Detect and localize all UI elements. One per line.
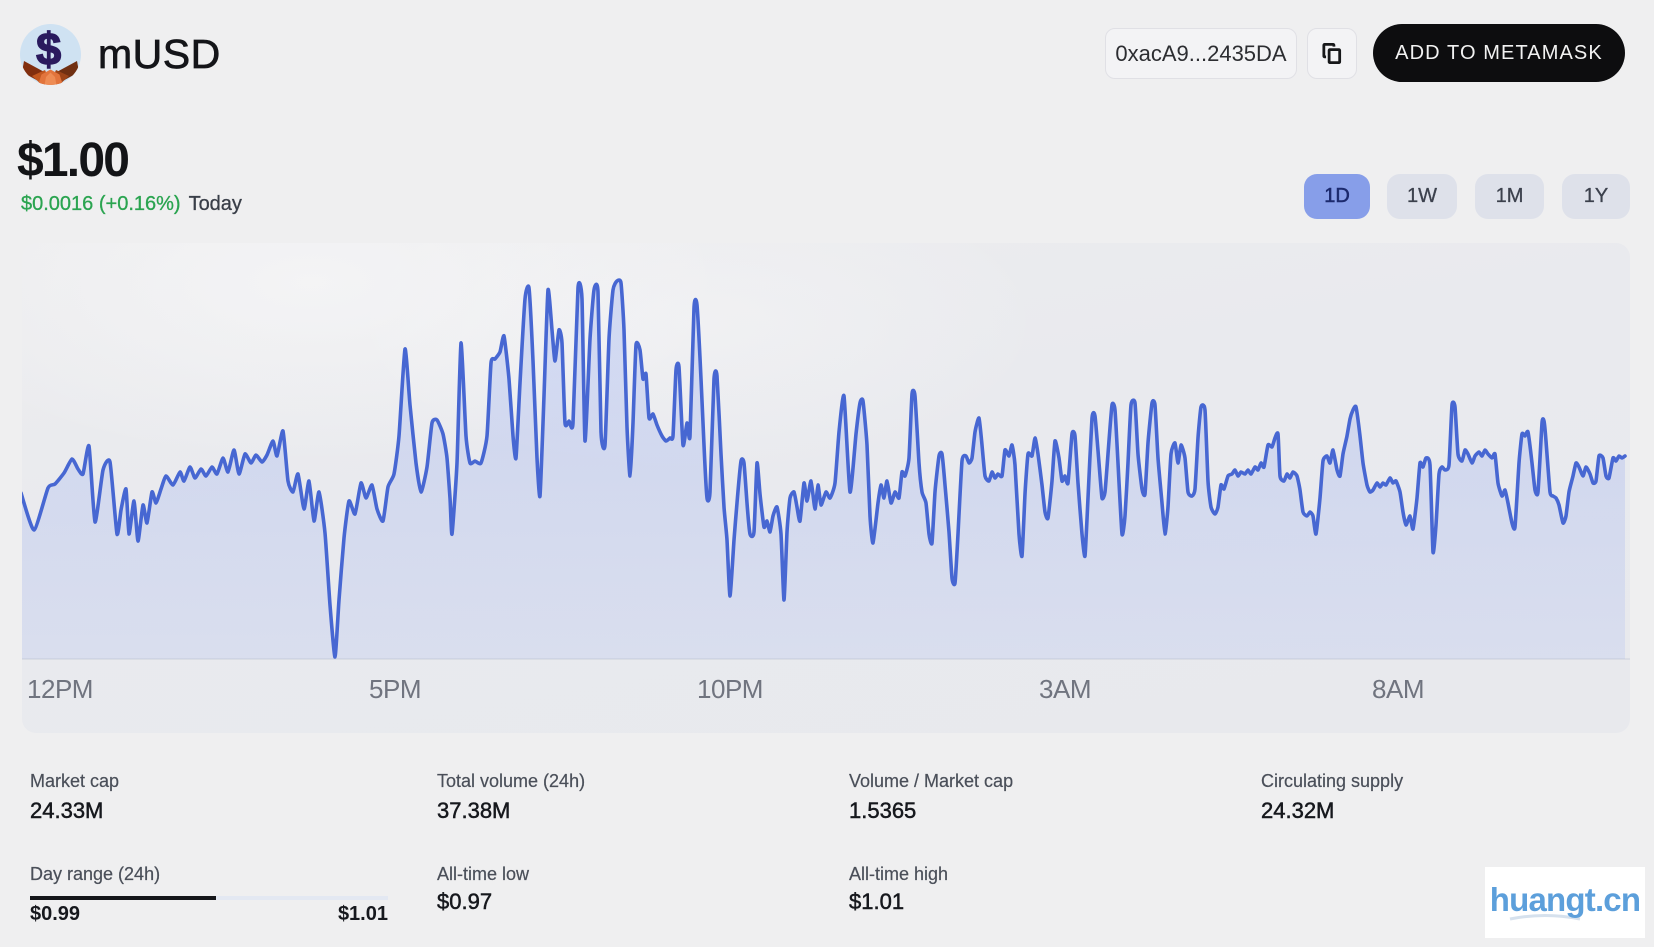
svg-text:$: $ <box>36 24 61 75</box>
